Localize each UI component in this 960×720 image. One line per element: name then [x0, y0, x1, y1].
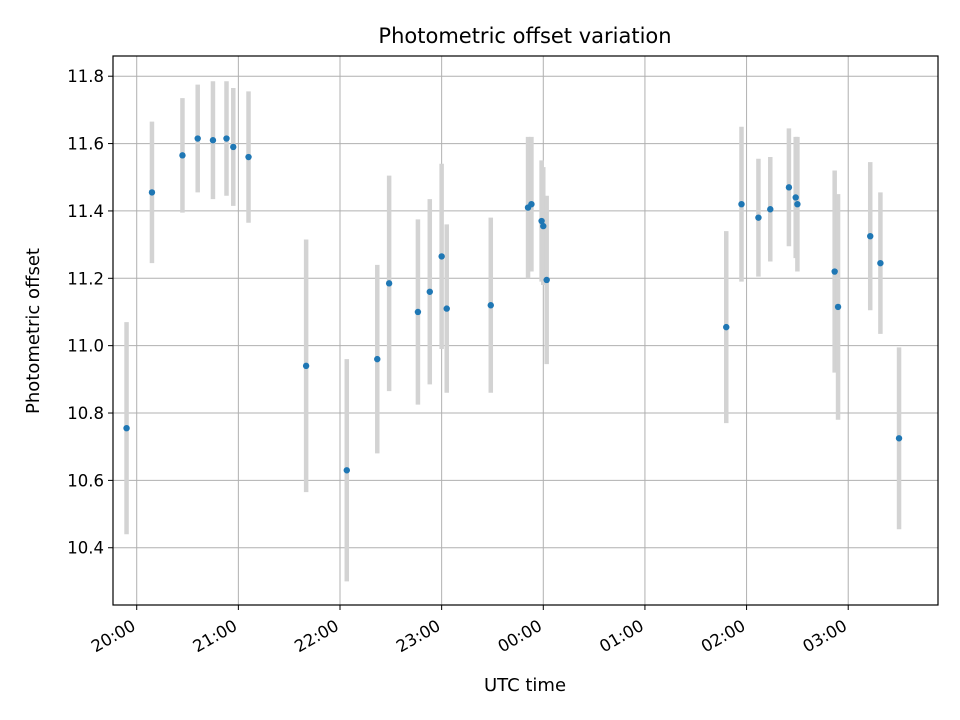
y-axis: 10.4 10.6 10.8 11.0 11.2 11.4 11.6 11.8 [67, 67, 113, 558]
data-point [792, 194, 799, 201]
x-axis-label: UTC time [484, 675, 566, 696]
data-point [223, 135, 230, 142]
data-point [767, 206, 774, 213]
data-point [831, 268, 838, 275]
y-tick-label: 11.8 [67, 67, 104, 86]
data-point [426, 288, 433, 295]
data-point [443, 305, 450, 312]
y-tick-label: 11.0 [67, 337, 104, 356]
data-point [540, 222, 547, 230]
data-point [179, 152, 186, 159]
data-points [123, 135, 903, 474]
data-point [374, 355, 381, 363]
data-point [230, 143, 237, 151]
y-tick-label: 11.6 [67, 135, 104, 154]
data-point [148, 189, 156, 196]
grid [113, 56, 938, 605]
data-point [834, 303, 842, 311]
y-tick-label: 10.6 [67, 471, 104, 490]
data-point [414, 308, 422, 316]
data-point [738, 200, 745, 208]
data-point [895, 435, 903, 442]
plot-frame [112, 55, 939, 606]
data-point [123, 424, 130, 432]
data-point [785, 184, 793, 191]
data-point [209, 137, 217, 144]
y-tick-label: 11.2 [67, 269, 104, 288]
data-point [543, 276, 550, 284]
data-point [794, 200, 801, 208]
y-tick-label: 10.4 [67, 539, 104, 558]
y-axis-label: Photometric offset [23, 248, 44, 414]
data-point [194, 135, 201, 142]
data-point [438, 253, 445, 260]
chart-title: Photometric offset variation [378, 24, 671, 48]
data-point [385, 280, 393, 287]
data-point [343, 467, 350, 474]
y-tick-label: 10.8 [67, 404, 104, 423]
data-point [877, 259, 884, 267]
data-point [867, 232, 874, 240]
y-tick-label: 11.4 [67, 202, 104, 221]
data-point [487, 302, 494, 309]
data-point [723, 323, 730, 331]
data-point [245, 153, 252, 161]
data-point [538, 217, 545, 225]
data-point [302, 362, 310, 370]
data-point [528, 200, 535, 208]
data-point [755, 214, 762, 221]
